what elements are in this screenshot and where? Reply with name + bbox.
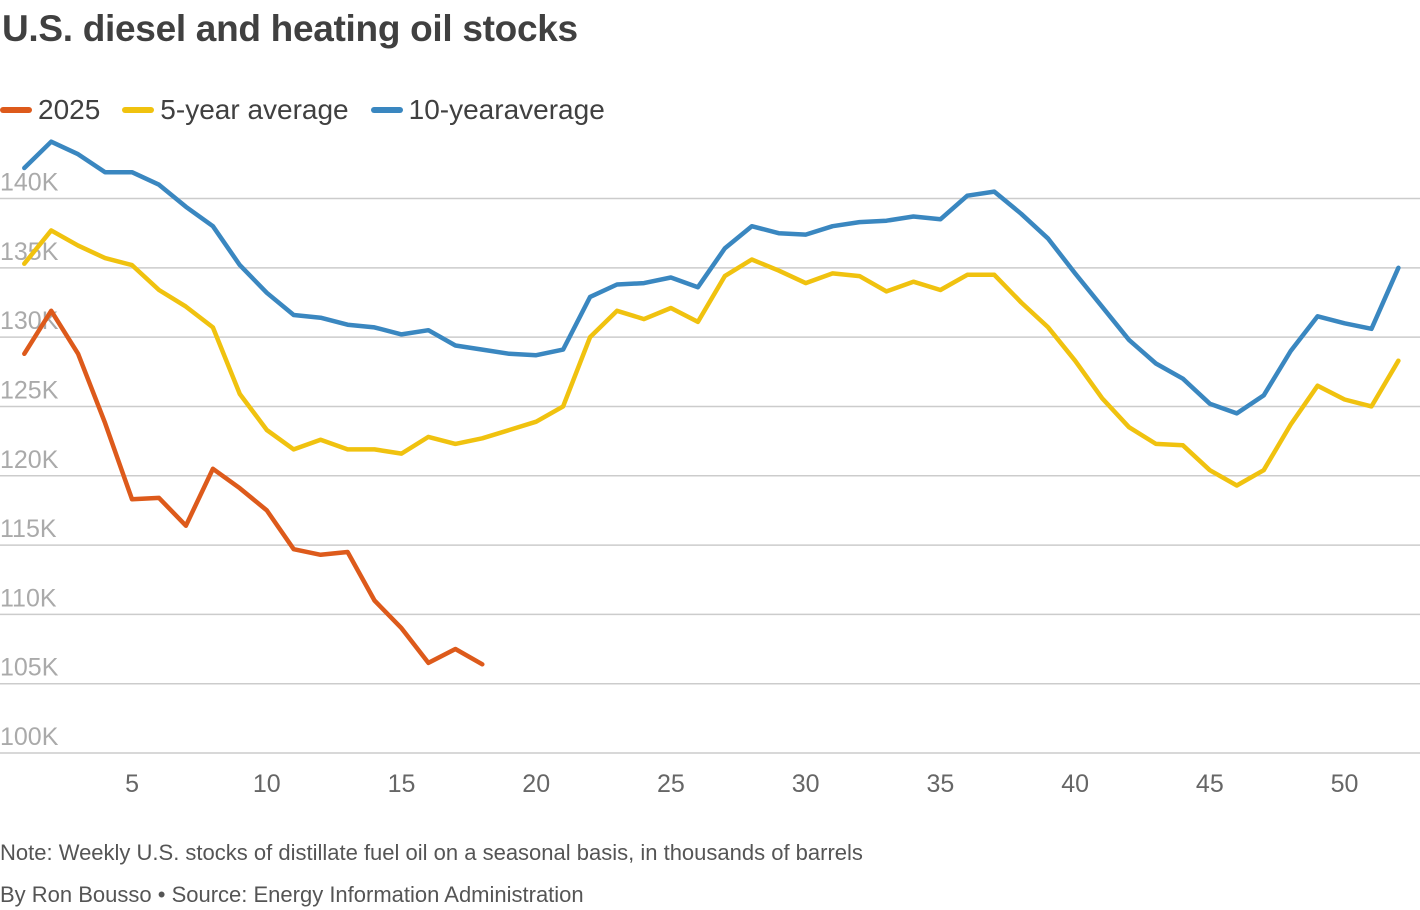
y-tick-label-105: 105K — [0, 654, 59, 682]
line-chart: 100K105K110K115K120K125K130K135K140K5 10 1… — [0, 0, 1420, 910]
chart-credit: By Ron Bousso • Source: Energy Informati… — [0, 882, 584, 908]
y-tick-label-135: 135K — [0, 238, 59, 266]
x-tick-label-25: 25 — [657, 770, 685, 798]
x-tick-label-35: 35 — [926, 770, 954, 798]
x-tick-label-20: 20 — [522, 770, 550, 798]
y-tick-label-125: 125K — [0, 376, 59, 404]
series-line-2025 — [24, 311, 482, 665]
x-tick-label-50: 50 — [1331, 770, 1359, 798]
chart-note: Note: Weekly U.S. stocks of distillate f… — [0, 840, 863, 866]
y-tick-label-100: 100K — [0, 723, 59, 751]
x-tick-label-30: 30 — [792, 770, 820, 798]
x-tick-label-45: 45 — [1196, 770, 1224, 798]
y-tick-label-110: 110K — [0, 584, 57, 612]
x-tick-label-15: 15 — [388, 770, 416, 798]
x-tick-label-5: 5 — [125, 770, 139, 798]
x-tick-label-40: 40 — [1061, 770, 1089, 798]
y-tick-label-115: 115K — [0, 515, 57, 543]
y-tick-label-140: 140K — [0, 169, 59, 197]
y-tick-label-120: 120K — [0, 446, 59, 474]
x-tick-label-10: 10 — [253, 770, 281, 798]
